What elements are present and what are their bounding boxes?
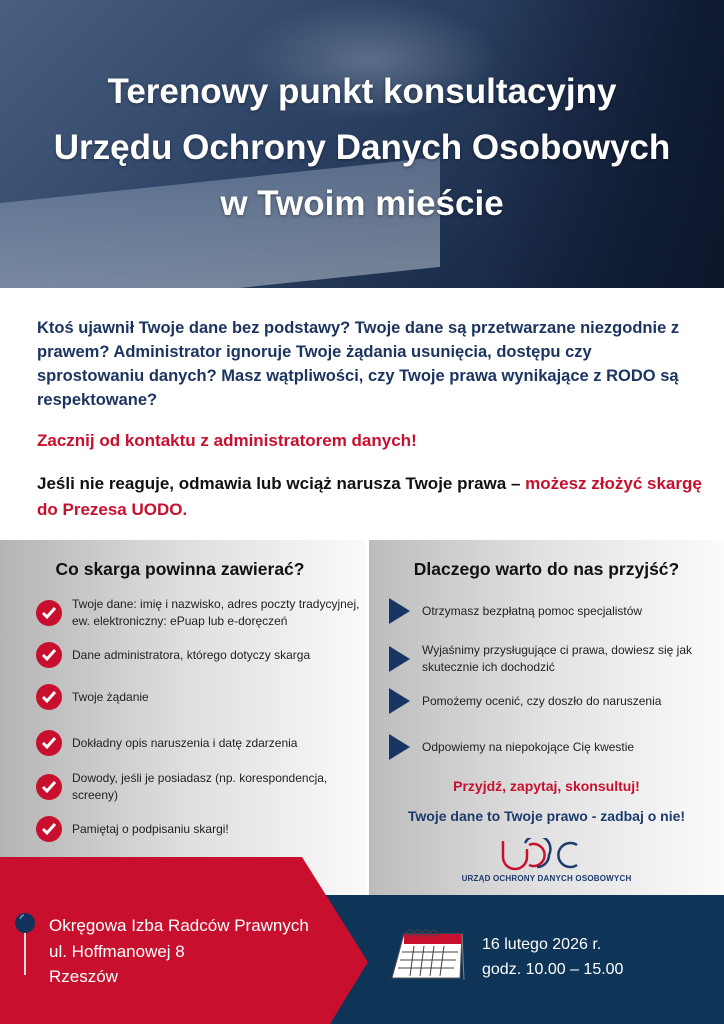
hero-photo-hands (240, 0, 500, 120)
hero-banner: Terenowy punkt konsultacyjny Urzędu Ochr… (0, 0, 724, 288)
title-line: Terenowy punkt konsultacyjny (107, 72, 617, 111)
complaint-title: Co skarga powinna zawierać? (55, 559, 305, 579)
complaint-item: Pamiętaj o podpisaniu skargi! (36, 816, 366, 842)
location-city: Rzeszów (49, 967, 118, 986)
why-item: Wyjaśnimy przysługujące ci prawa, dowies… (389, 642, 709, 676)
check-circle-icon (36, 600, 62, 626)
title-line: Urzędu Ochrony Danych Osobowych (53, 128, 671, 167)
triangle-bullet-icon (389, 598, 410, 624)
complaint-item: Twoje dane: imię i nazwisko, adres poczt… (36, 596, 366, 630)
check-circle-icon (36, 774, 62, 800)
cta-complaint: Jeśli nie reaguje, odmawia lub wciąż nar… (37, 471, 707, 523)
page-title: Terenowy punkt konsultacyjny Urzędu Ochr… (0, 64, 724, 232)
complaint-section: Co skarga powinna zawierać? Twoje dane: … (0, 540, 366, 895)
location-address: Okręgowa Izba Radców Prawnych ul. Hoffma… (49, 913, 309, 990)
followup-highlight: możesz złożyć skargę do Prezesa UODO. (37, 474, 702, 519)
why-item-text: Otrzymasz bezpłatną pomoc specjalistów (422, 603, 643, 618)
complaint-item-text: Dowody, jeśli je posiadasz (np. korespon… (72, 771, 328, 802)
check-circle-icon (36, 730, 62, 756)
complaint-item-text: Dokładny opis naruszenia i datę zdarzeni… (72, 735, 298, 750)
slogan-consult: Przyjdź, zapytaj, skonsultuj! (453, 778, 640, 794)
uodo-logo (501, 838, 578, 871)
cta-contact-admin: Zacznij od kontaktu z administratorem da… (37, 431, 417, 450)
logo-text: URZĄD OCHRONY DANYCH OSOBOWYCH (461, 874, 632, 883)
complaint-item: Twoje żądanie (36, 684, 366, 710)
triangle-bullet-icon (389, 646, 410, 672)
complaint-item-text: Twoje żądanie (72, 689, 149, 704)
location-street: ul. Hoffmanowej 8 (49, 941, 185, 961)
event-datetime: 16 lutego 2026 r. godz. 10.00 – 15.00 (482, 932, 623, 982)
hero-photo-shade (484, 0, 724, 288)
why-item-text: Odpowiemy na niepokojące Cię kwestie (422, 739, 635, 754)
title-line: w Twoim mieście (220, 184, 504, 223)
why-item-text: Pomożemy ocenić, czy doszło do naruszeni… (422, 693, 662, 708)
complaint-item: Dowody, jeśli je posiadasz (np. korespon… (36, 770, 366, 804)
triangle-bullet-icon (389, 688, 410, 714)
why-item: Otrzymasz bezpłatną pomoc specjalistów (389, 598, 709, 624)
triangle-bullet-icon (389, 734, 410, 760)
slogan-rights: Twoje dane to Twoje prawo - zadbaj o nie… (407, 808, 686, 824)
check-circle-icon (36, 816, 62, 842)
event-date: 16 lutego 2026 r. (482, 936, 602, 953)
complaint-item-text: Dane administratora, którego dotyczy ska… (72, 647, 311, 662)
check-circle-icon (36, 684, 62, 710)
intro-text: Ktoś ujawnił Twoje dane bez podstawy? Tw… (37, 319, 680, 409)
complaint-item-text: Twoje dane: imię i nazwisko, adres poczt… (72, 597, 360, 628)
why-title: Dlaczego warto do nas przyjść? (413, 559, 680, 579)
why-item: Odpowiemy na niepokojące Cię kwestie (389, 734, 709, 760)
why-item: Pomożemy ocenić, czy doszło do naruszeni… (389, 688, 709, 714)
followup-text: Jeśli nie reaguje, odmawia lub wciąż nar… (37, 474, 526, 493)
check-circle-icon (36, 642, 62, 668)
calendar-icon (391, 929, 465, 981)
event-hours: godz. 10.00 – 15.00 (482, 961, 624, 978)
complaint-item-text: Pamiętaj o podpisaniu skargi! (72, 821, 229, 836)
complaint-item: Dokładny opis naruszenia i datę zdarzeni… (36, 730, 366, 756)
location-name: Okręgowa Izba Radców Prawnych (49, 916, 309, 935)
why-item-text: Wyjaśnimy przysługujące ci prawa, dowies… (422, 643, 692, 674)
map-pin-icon (15, 913, 35, 975)
why-section: Dlaczego warto do nas przyjść? Otrzymasz… (369, 540, 724, 895)
complaint-item: Dane administratora, którego dotyczy ska… (36, 642, 366, 668)
